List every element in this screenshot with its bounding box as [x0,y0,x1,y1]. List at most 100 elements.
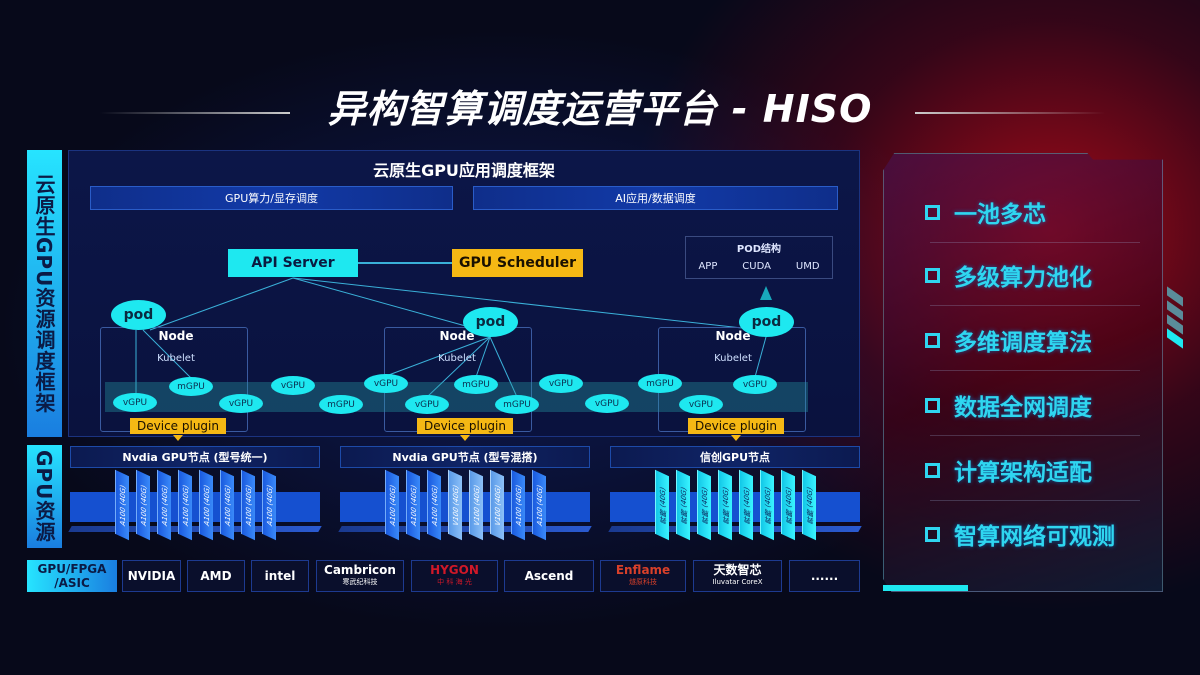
gpu-card: 昇腾 (40G) [781,469,795,541]
gpu-card: V100 (40G) [490,469,504,541]
pod-link [754,336,767,378]
gpu-card-label: A100 (40G) [388,483,397,528]
node-platform-base [608,526,862,532]
pod-structure-item: UMD [795,261,820,272]
gpu-instance: vGPU [271,376,315,395]
pod-structure: POD结构 APP CUDA UMD [685,236,833,279]
gpu-card: 昇腾 (40G) [802,469,816,541]
vendor-subname: 寒武纪科技 [342,578,378,586]
gpu-instance: vGPU [585,394,629,413]
pod-link [385,336,491,377]
feature-divider [930,305,1140,306]
checkbox-icon [925,526,940,542]
gpu-card-label: A100 (40G) [244,483,253,528]
gpu-card: A100 (40G) [178,469,192,541]
vendor-name: ...... [810,569,839,583]
gpu-card: 昇腾 (40G) [676,469,690,541]
bar-gpu-scheduling: GPU算力/显存调度 [90,186,453,210]
api-server: API Server [228,249,358,277]
feature-item: 一池多芯 [925,195,1046,229]
gpu-card-label: 昇腾 (40G) [700,485,709,526]
kubelet-label: Kubelet [714,353,752,364]
gpu-instance: mGPU [495,395,539,414]
checkbox-icon [925,267,940,283]
pod: pod [111,300,166,330]
vendor-label: GPU/FPGA /ASIC [27,560,117,592]
pod-structure-title: POD结构 [736,244,782,255]
pod-structure-item: APP [698,261,718,272]
node-platform [70,492,320,522]
gpu-card-label: V100 (40G) [451,483,460,528]
gpu-card-label: 昇腾 (40G) [679,485,688,526]
gpu-instance: mGPU [319,395,363,414]
gpu-card: A100 (40G) [406,469,420,541]
gpu-card: A100 (40G) [532,469,546,541]
vendor-logo-ascend: Ascend [504,560,594,592]
feature-item: 数据全网调度 [925,388,1092,422]
vendor-subname: Iluvatar CoreX [712,578,763,586]
api-link-2 [292,277,481,331]
checkbox-icon [925,204,940,220]
feature-label: 多维调度算法 [954,330,1092,356]
node-label: Node [715,329,751,343]
feature-divider [930,500,1140,501]
pod-link [426,336,491,398]
gpu-node-title: 信创GPU节点 [610,446,860,468]
vendor-logo-enflame: Enflame 燧原科技 [600,560,686,592]
kubelet-label: Kubelet [438,353,476,364]
gpu-card: A100 (40G) [385,469,399,541]
gpu-instance: vGPU [364,374,408,393]
gpu-card-label: 昇腾 (40G) [742,485,751,526]
gpu-card-label: A100 (40G) [139,483,148,528]
vendor-logo-intel: intel [251,560,309,592]
gpu-node-title: Nvdia GPU节点 (型号统一) [70,446,320,468]
gpu-card-label: A100 (40G) [202,483,211,528]
node-platform-base [68,526,322,532]
node-label: Node [158,329,194,343]
gpu-card-label: A100 (40G) [118,483,127,528]
gpu-card-label: 昇腾 (40G) [721,485,730,526]
pod-link [489,336,518,398]
gpu-card-label: A100 (40G) [430,483,439,528]
page-title: 异构智算调度运营平台 - HISO [327,87,873,131]
feature-divider [930,370,1140,371]
gpu-instance: mGPU [169,377,213,396]
vendor-name: NVIDIA [127,569,176,583]
feature-label: 计算架构适配 [954,460,1092,486]
gpu-instance: vGPU [733,375,777,394]
gpu-instance: vGPU [113,393,157,412]
feature-label: 数据全网调度 [954,395,1092,421]
kubelet-label: Kubelet [157,353,195,364]
gpu-card-label: V100 (40G) [493,483,502,528]
title-deco-line-left [100,112,290,114]
feature-item: 多级算力池化 [925,258,1092,292]
vendor-logo-: ...... [789,560,860,592]
gpu-card: A100 (40G) [157,469,171,541]
gpu-card-label: 昇腾 (40G) [805,485,814,526]
gpu-card: 昇腾 (40G) [697,469,711,541]
checkbox-icon [925,397,940,413]
gpu-card-label: 昇腾 (40G) [658,485,667,526]
gpu-card: A100 (40G) [241,469,255,541]
node-label: Node [439,329,475,343]
gpu-card: A100 (40G) [220,469,234,541]
pod: pod [739,307,794,337]
side-label-framework: 云原生GPU资源调度框架 [27,150,62,437]
vendor-logo-amd: AMD [187,560,245,592]
device-plugin: Device plugin [130,418,226,434]
vendor-name: AMD [200,569,232,583]
vendor-subname: 燧原科技 [629,578,657,586]
gpu-instance: vGPU [539,374,583,393]
feature-divider [930,242,1140,243]
gpu-card-label: A100 (40G) [181,483,190,528]
gpu-instance: mGPU [638,374,682,393]
vendor-name: Enflame [615,563,671,577]
gpu-card: 昇腾 (40G) [655,469,669,541]
feature-divider [930,435,1140,436]
node-platform [340,492,590,522]
gpu-instance: mGPU [454,375,498,394]
feature-item: 智算网络可观测 [925,517,1115,551]
gpu-card: V100 (40G) [448,469,462,541]
checkbox-icon [925,462,940,478]
pod: pod [463,307,518,337]
